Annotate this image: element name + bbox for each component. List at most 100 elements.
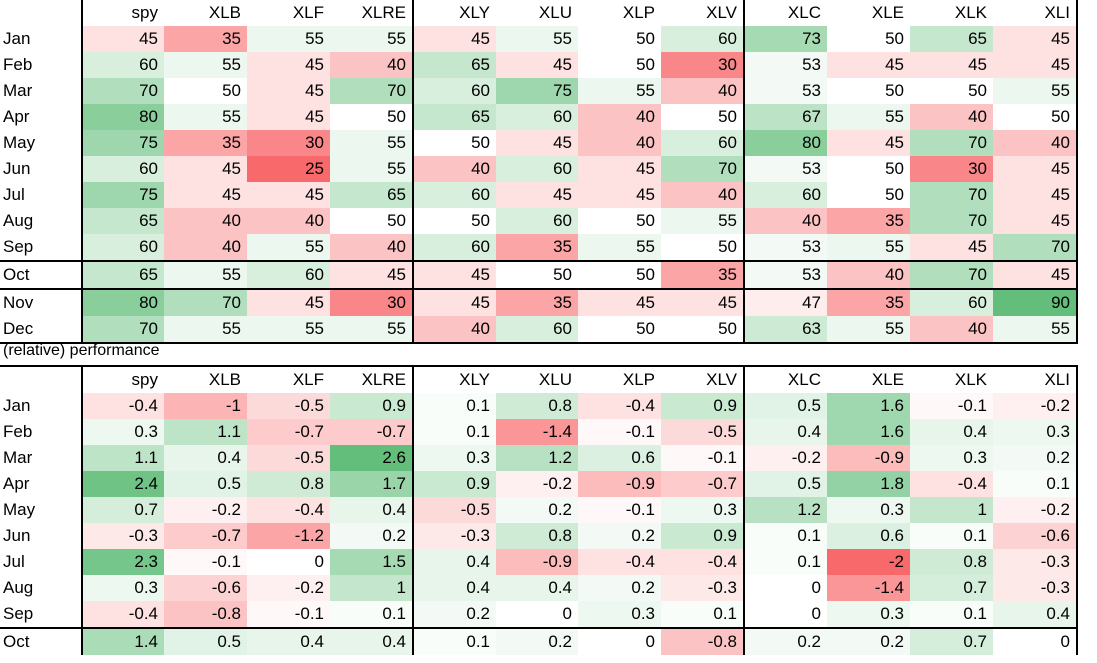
value-cell: 40 (661, 182, 744, 208)
value-cell: 80 (81, 104, 164, 130)
value-cell: 35 (827, 208, 910, 234)
month-label: Jan (3, 396, 31, 415)
value-cell: 0.2 (578, 523, 661, 549)
column-header: XLV (706, 3, 737, 22)
value-cell: 55 (164, 104, 247, 130)
value-cell: -0.1 (578, 497, 661, 523)
column-header: XLK (910, 365, 993, 393)
value-cell: -0.1 (910, 393, 993, 419)
table-row: Oct 65 55 60 45 45 50 50 35 53 40 70 45 (0, 260, 1078, 289)
value-cell: 50 (827, 78, 910, 104)
value-cell: 45 (661, 288, 744, 316)
value-cell: 73 (743, 26, 827, 52)
value-cell: 1 (330, 575, 413, 601)
value-cell: 0.4 (164, 445, 247, 471)
column-header: XLRE (361, 3, 406, 22)
month-label: Sep (3, 237, 34, 256)
value-cell: 45 (993, 208, 1078, 234)
value-cell: 0.8 (247, 471, 330, 497)
value-cell: 0 (743, 601, 827, 628)
value-cell: 0.1 (412, 627, 496, 655)
value-cell: 40 (743, 208, 827, 234)
value-cell: 0.5 (743, 471, 827, 497)
month-label: Jul (3, 552, 25, 571)
value-cell: 35 (661, 260, 744, 289)
value-cell: 0.4 (743, 419, 827, 445)
value-cell: -1 (164, 393, 247, 419)
value-cell: 1.2 (496, 445, 578, 471)
value-cell: -0.5 (661, 419, 744, 445)
month-label: May (3, 500, 36, 519)
corner-cell (0, 365, 82, 393)
table-row: Jul 2.3 -0.1 0 1.5 0.4 -0.9 -0.4 -0.4 0.1 -2 0.8 -0.… (0, 549, 1078, 575)
value-cell: 45 (496, 52, 578, 78)
value-cell: 0.1 (661, 601, 744, 628)
value-cell: -0.4 (578, 393, 661, 419)
header-row: spy XLB XLF XLRE XLY XLU XLP XLV XLC XLE XLK XLI (0, 365, 1078, 393)
value-cell: 55 (164, 260, 247, 289)
value-cell: 1.1 (81, 445, 164, 471)
column-header: XLK (954, 3, 987, 22)
value-cell: 65 (330, 182, 413, 208)
value-cell: 45 (910, 52, 993, 78)
value-cell: 50 (330, 208, 413, 234)
corner-cell (0, 0, 82, 26)
value-cell: 60 (81, 234, 164, 261)
value-cell: 30 (330, 288, 413, 316)
value-cell: 0.4 (247, 627, 330, 655)
value-cell: 45 (247, 288, 330, 316)
value-cell: 40 (412, 156, 496, 182)
column-header: XLY (412, 0, 496, 26)
value-cell: 55 (578, 234, 661, 261)
value-cell: 0.2 (412, 601, 496, 628)
value-cell: 0.3 (412, 445, 496, 471)
value-cell: 70 (910, 260, 993, 289)
value-cell: -0.7 (247, 419, 330, 445)
header-row: spy XLB XLF XLRE XLY XLU XLP XLV XLC XLE XLK XLI (0, 0, 1078, 26)
value-cell: 30 (247, 130, 330, 156)
value-cell: -0.7 (164, 523, 247, 549)
month-label: Aug (3, 211, 34, 230)
value-cell: 0.3 (81, 419, 164, 445)
column-header: spy (81, 365, 164, 393)
value-cell: 70 (81, 316, 164, 344)
value-cell: 45 (910, 234, 993, 261)
value-cell: 70 (661, 156, 744, 182)
value-cell: 2.4 (81, 471, 164, 497)
value-cell: 40 (330, 52, 413, 78)
column-header: XLE (827, 365, 910, 393)
column-header: XLI (993, 0, 1078, 26)
value-cell: 0.9 (661, 523, 744, 549)
value-cell: -0.4 (81, 601, 164, 628)
value-cell: 40 (578, 104, 661, 130)
value-cell: 45 (827, 52, 910, 78)
value-cell: 45 (247, 104, 330, 130)
month-label: Mar (3, 81, 33, 100)
value-cell: -0.3 (81, 523, 164, 549)
value-cell: 0.1 (412, 419, 496, 445)
value-cell: 0.2 (496, 497, 578, 523)
value-cell: 60 (412, 182, 496, 208)
value-cell: 40 (993, 130, 1078, 156)
column-header: XLB (164, 365, 247, 393)
value-cell: 50 (827, 156, 910, 182)
value-cell: 53 (743, 234, 827, 261)
value-cell: 55 (578, 78, 661, 104)
value-cell: 0.7 (910, 575, 993, 601)
value-cell: 0.8 (910, 549, 993, 575)
table-row: Feb 60 55 45 40 65 45 50 30 53 45 45 45 (0, 52, 1078, 78)
table-row: Apr 80 55 45 50 65 60 40 50 67 55 40 50 (0, 104, 1078, 130)
value-cell: 0.9 (412, 471, 496, 497)
value-cell: 45 (578, 182, 661, 208)
month-label: Jun (3, 526, 31, 545)
value-cell: 47 (743, 288, 827, 316)
value-cell: 1.1 (164, 419, 247, 445)
table-row: Dec 70 55 55 55 40 60 50 50 63 55 40 55 (0, 316, 1078, 344)
value-cell: 2.6 (330, 445, 413, 471)
value-cell: 90 (993, 288, 1078, 316)
value-cell: -0.7 (330, 419, 413, 445)
value-cell: 50 (496, 260, 578, 289)
value-cell: -0.1 (661, 445, 744, 471)
value-cell: 30 (661, 52, 744, 78)
value-cell: -0.2 (496, 471, 578, 497)
